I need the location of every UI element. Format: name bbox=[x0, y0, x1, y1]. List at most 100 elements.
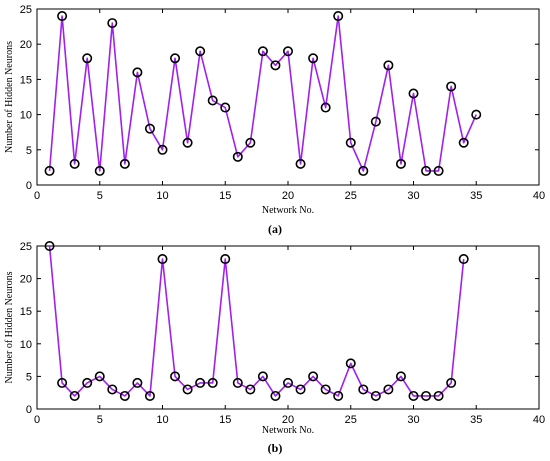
data-point bbox=[433, 165, 444, 176]
data-point bbox=[82, 53, 93, 64]
data-point bbox=[82, 377, 93, 388]
data-point bbox=[471, 109, 482, 120]
x-tick-label: 0 bbox=[34, 190, 40, 202]
x-tick-label: 40 bbox=[533, 414, 545, 426]
y-tick-label: 5 bbox=[26, 145, 32, 157]
y-tick-label: 15 bbox=[20, 74, 32, 86]
x-tick-label: 15 bbox=[219, 190, 231, 202]
y-tick-label: 5 bbox=[26, 371, 32, 383]
data-point bbox=[69, 158, 80, 169]
data-point bbox=[383, 384, 394, 395]
x-tick-label: 5 bbox=[97, 414, 103, 426]
data-point bbox=[69, 390, 80, 401]
data-point bbox=[421, 390, 432, 401]
data-point bbox=[370, 390, 381, 401]
data-point bbox=[333, 390, 344, 401]
data-point bbox=[345, 137, 356, 148]
data-point bbox=[295, 158, 306, 169]
x-axis-label: Network No. bbox=[262, 425, 314, 436]
data-point bbox=[458, 137, 469, 148]
y-tick-label: 20 bbox=[20, 39, 32, 51]
data-point bbox=[119, 390, 130, 401]
data-point bbox=[207, 95, 218, 106]
data-point bbox=[395, 371, 406, 382]
data-point bbox=[207, 377, 218, 388]
plot-frame bbox=[36, 8, 540, 186]
series-line bbox=[48, 245, 465, 397]
data-point bbox=[370, 116, 381, 127]
data-point bbox=[144, 390, 155, 401]
data-point bbox=[270, 390, 281, 401]
x-tick-label: 35 bbox=[470, 190, 482, 202]
y-axis-label: Number of Hidden Neurons bbox=[4, 41, 15, 153]
data-point bbox=[94, 165, 105, 176]
x-tick-label: 15 bbox=[219, 414, 231, 426]
data-point bbox=[245, 384, 256, 395]
series-line bbox=[48, 15, 477, 172]
data-point bbox=[257, 46, 268, 57]
data-point bbox=[333, 11, 344, 22]
data-point bbox=[282, 377, 293, 388]
data-point bbox=[320, 384, 331, 395]
x-tick-label: 35 bbox=[470, 414, 482, 426]
y-tick-label: 20 bbox=[20, 274, 32, 286]
x-axis-label: Network No. bbox=[262, 205, 314, 216]
data-point bbox=[308, 371, 319, 382]
data-point bbox=[395, 158, 406, 169]
y-tick-label: 25 bbox=[20, 4, 32, 16]
data-point bbox=[408, 88, 419, 99]
data-point bbox=[220, 254, 231, 265]
data-point bbox=[232, 377, 243, 388]
data-point bbox=[433, 390, 444, 401]
data-point bbox=[170, 53, 181, 64]
data-point bbox=[44, 165, 55, 176]
data-point bbox=[358, 384, 369, 395]
data-point bbox=[57, 377, 68, 388]
data-point bbox=[195, 46, 206, 57]
data-point bbox=[57, 11, 68, 22]
x-tick-label: 30 bbox=[407, 190, 419, 202]
data-point bbox=[295, 384, 306, 395]
y-tick-label: 10 bbox=[20, 339, 32, 351]
y-axis-label: Number of Hidden Neurons bbox=[4, 271, 15, 383]
data-point bbox=[358, 165, 369, 176]
data-point bbox=[157, 144, 168, 155]
x-tick-label: 0 bbox=[34, 414, 40, 426]
data-point bbox=[257, 371, 268, 382]
data-point bbox=[408, 390, 419, 401]
data-point bbox=[157, 254, 168, 265]
data-point bbox=[320, 102, 331, 113]
data-point bbox=[421, 165, 432, 176]
y-tick-label: 25 bbox=[20, 241, 32, 253]
x-tick-label: 10 bbox=[156, 190, 168, 202]
data-point bbox=[119, 158, 130, 169]
data-point bbox=[144, 123, 155, 134]
data-point bbox=[308, 53, 319, 64]
data-point bbox=[458, 254, 469, 265]
x-tick-label: 10 bbox=[156, 414, 168, 426]
x-tick-label: 25 bbox=[345, 190, 357, 202]
panel-a: 0 5 10 15 20 25 30 35 40 0 5 10 15 20 25 Network No. Num… bbox=[4, 4, 545, 236]
data-point bbox=[383, 60, 394, 71]
data-point bbox=[195, 377, 206, 388]
data-point bbox=[446, 81, 457, 92]
panel-caption: (b) bbox=[268, 441, 283, 455]
data-point bbox=[107, 384, 118, 395]
x-tick-label: 20 bbox=[282, 414, 294, 426]
x-tick-label: 5 bbox=[97, 190, 103, 202]
y-tick-label: 0 bbox=[26, 404, 32, 416]
data-point bbox=[107, 18, 118, 29]
data-point bbox=[182, 137, 193, 148]
y-tick-label: 15 bbox=[20, 306, 32, 318]
data-point bbox=[44, 241, 55, 252]
data-point bbox=[220, 102, 231, 113]
y-tick-label: 0 bbox=[26, 180, 32, 192]
x-tick-label: 25 bbox=[345, 414, 357, 426]
x-tick-label: 20 bbox=[282, 190, 294, 202]
data-point bbox=[170, 371, 181, 382]
data-point bbox=[94, 371, 105, 382]
y-tick-label: 10 bbox=[20, 110, 32, 122]
data-point bbox=[182, 384, 193, 395]
data-point bbox=[132, 67, 143, 78]
data-point bbox=[132, 377, 143, 388]
